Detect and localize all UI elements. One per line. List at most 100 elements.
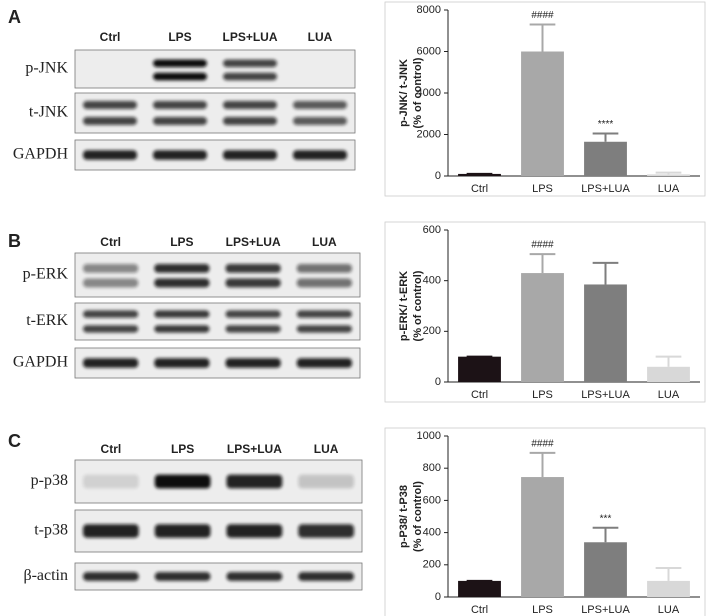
blot-band: [83, 358, 139, 368]
blot-band: [225, 278, 281, 288]
x-tick-label: LPS: [532, 389, 553, 401]
blot-frame: [74, 49, 356, 89]
bar: [521, 51, 564, 176]
significance-label: ***: [600, 513, 612, 524]
bar: [458, 580, 501, 597]
lane-label: LPS+LUA: [226, 235, 281, 249]
blot-band: [154, 474, 211, 489]
x-tick-label: LPS: [532, 183, 553, 195]
bar: [584, 284, 627, 382]
blot-band: [83, 572, 139, 581]
blot-band: [296, 264, 352, 273]
y-tick-label: 400: [423, 275, 441, 287]
blot-frame: [74, 302, 361, 341]
blot-band: [296, 325, 352, 333]
blot-band: [154, 524, 211, 538]
blot-band: [226, 524, 283, 538]
x-tick-label: LPS: [532, 604, 553, 616]
x-tick-label: Ctrl: [471, 183, 488, 195]
row-label: t-JNK: [29, 104, 69, 121]
blot-band: [154, 325, 210, 333]
blot-frame: [74, 252, 361, 298]
blot-band: [223, 59, 277, 68]
blot-band: [298, 524, 354, 538]
row-label: GAPDH: [13, 354, 69, 371]
blot-band: [153, 117, 207, 125]
y-tick-label: 6000: [417, 45, 441, 57]
lane-label: Ctrl: [100, 30, 121, 44]
y-axis-label: p-P38/ t-P38: [398, 485, 410, 548]
chart-frame: [384, 1, 706, 197]
y-tick-label: 200: [423, 325, 441, 337]
y-tick-label: 400: [423, 527, 441, 539]
blot-band: [225, 264, 281, 273]
blot-band: [154, 264, 210, 273]
blot-band: [223, 117, 277, 125]
lane-label: LPS+LUA: [222, 30, 277, 44]
y-axis-label: p-ERK/ t-ERK: [398, 271, 410, 341]
bar: [458, 356, 501, 382]
panel-letter: B: [8, 231, 21, 251]
blot-band: [83, 117, 137, 125]
blot-band: [225, 325, 281, 333]
bar: [584, 542, 627, 597]
blot-band: [223, 72, 277, 81]
blot-band: [225, 310, 281, 318]
lane-label: Ctrl: [101, 442, 122, 456]
y-tick-label: 0: [435, 591, 441, 603]
blot-band: [154, 358, 210, 368]
x-tick-label: LUA: [658, 604, 680, 616]
y-tick-label: 8000: [417, 4, 441, 16]
blot-band: [293, 117, 347, 125]
blot-band: [226, 572, 283, 581]
blot-band: [83, 310, 139, 318]
blot-band: [154, 572, 211, 581]
y-tick-label: 0: [435, 170, 441, 182]
chart-frame: [384, 427, 706, 616]
row-label: t-ERK: [26, 312, 68, 329]
blot-band: [154, 310, 210, 318]
blot-band: [226, 474, 283, 489]
blot-band: [293, 101, 347, 109]
blot-band: [298, 572, 354, 581]
y-tick-label: 800: [423, 462, 441, 474]
x-tick-label: LUA: [658, 183, 680, 195]
y-tick-label: 1000: [417, 430, 441, 442]
significance-label: ####: [531, 240, 554, 251]
bar: [647, 580, 690, 597]
significance-label: ****: [598, 119, 614, 130]
blot-band: [153, 72, 207, 81]
significance-label: ####: [531, 439, 554, 450]
lane-label: LUA: [312, 235, 337, 249]
row-label: p-ERK: [23, 266, 69, 283]
bar: [521, 273, 564, 382]
lane-label: LPS: [170, 235, 193, 249]
y-axis-label: p-JNK/ t-JNK: [398, 59, 410, 127]
y-axis-label: (% of control): [412, 57, 424, 128]
blot-band: [298, 474, 354, 489]
x-tick-label: LPS+LUA: [581, 389, 630, 401]
row-label: t-p38: [34, 522, 68, 539]
blot-band: [223, 101, 277, 109]
blot-band: [293, 150, 347, 160]
row-label: p-JNK: [25, 60, 68, 77]
x-tick-label: Ctrl: [471, 389, 488, 401]
y-tick-label: 600: [423, 224, 441, 236]
y-axis-label: (% of control): [412, 270, 424, 341]
x-tick-label: LPS+LUA: [581, 183, 630, 195]
lane-label: LPS: [168, 30, 191, 44]
blot-band: [296, 278, 352, 288]
significance-label: ####: [531, 10, 554, 21]
panel-letter: C: [8, 431, 21, 451]
blot-band: [83, 325, 139, 333]
blot-band: [153, 59, 207, 68]
x-tick-label: Ctrl: [471, 604, 488, 616]
lane-label: LUA: [314, 442, 339, 456]
bar: [521, 477, 564, 597]
lane-label: LPS+LUA: [227, 442, 282, 456]
y-tick-label: 0: [435, 376, 441, 388]
bar: [458, 173, 501, 176]
blot-band: [296, 310, 352, 318]
bar: [647, 174, 690, 176]
